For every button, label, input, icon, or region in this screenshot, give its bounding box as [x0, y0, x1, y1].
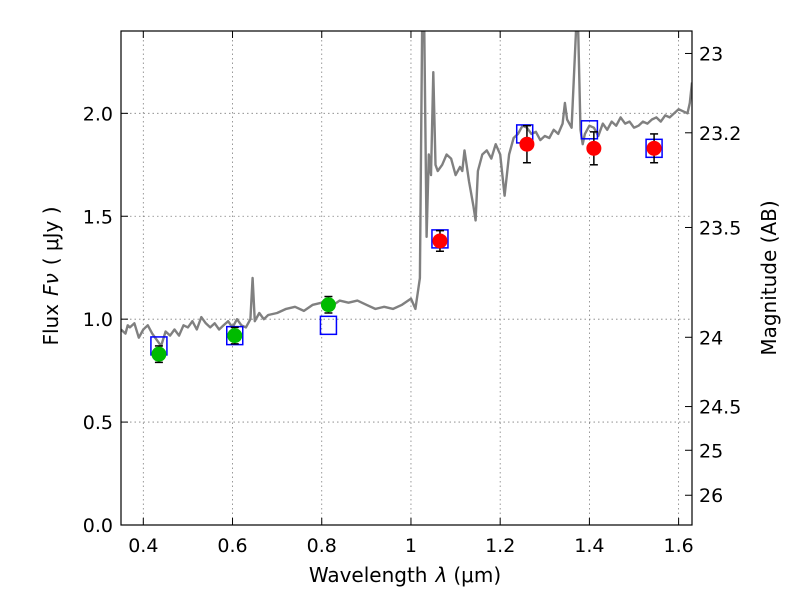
y2-tick-label: 24.5: [699, 397, 741, 419]
y2-tick-label: 26: [699, 485, 723, 507]
photometry-point: [646, 140, 662, 156]
x-tick-label: 0.6: [217, 535, 247, 557]
x-tick-label: 0.8: [307, 535, 337, 557]
y2-axis-label: Magnitude (AB): [757, 200, 781, 355]
grid: [121, 31, 692, 526]
photometry-point: [227, 328, 243, 344]
x-axis-label: Wavelength λ (μm): [309, 563, 501, 587]
plot-area: [121, 31, 692, 348]
y2-tick-label: 23.2: [699, 123, 741, 145]
y-tick-label: 1.5: [83, 206, 113, 228]
plot-frame: [120, 30, 693, 526]
y2-tick-label: 23.5: [699, 217, 741, 239]
photometry-point: [151, 346, 167, 362]
x-tick-label: 1.2: [485, 535, 515, 557]
markers: [150, 120, 663, 364]
y2-tick-label: 23: [699, 43, 723, 65]
x-tick-label: 0.4: [128, 535, 158, 557]
photometry-point: [586, 140, 602, 156]
x-tick-label: 1.4: [574, 535, 604, 557]
x-tick-label: 1.6: [664, 535, 694, 557]
model-photometry-square: [226, 325, 244, 346]
y2-tick-label: 25: [699, 440, 723, 462]
y-axis-label: FluxFν( μJy ): [39, 206, 63, 345]
photometry-point: [432, 233, 448, 249]
model-photometry-square: [319, 315, 338, 336]
y-tick-label: 1.0: [83, 309, 113, 331]
y-tick-label: 2.0: [83, 103, 113, 125]
y-tick-label: 0.0: [83, 515, 113, 537]
x-tick-label: 1: [405, 535, 417, 557]
ticks: 0.4 0.6 0.8 1 1.2 1.4 1.6 0.0 0.5 1.0 1.5 2.0 23 23.2…: [83, 31, 741, 557]
template-spectrum-line: [121, 31, 692, 348]
photometry-point: [519, 136, 535, 152]
y-tick-label: 0.5: [83, 412, 113, 434]
y2-tick-label: 24: [699, 327, 723, 349]
model-photometry-square: [580, 120, 599, 140]
photometry-point: [320, 297, 336, 313]
